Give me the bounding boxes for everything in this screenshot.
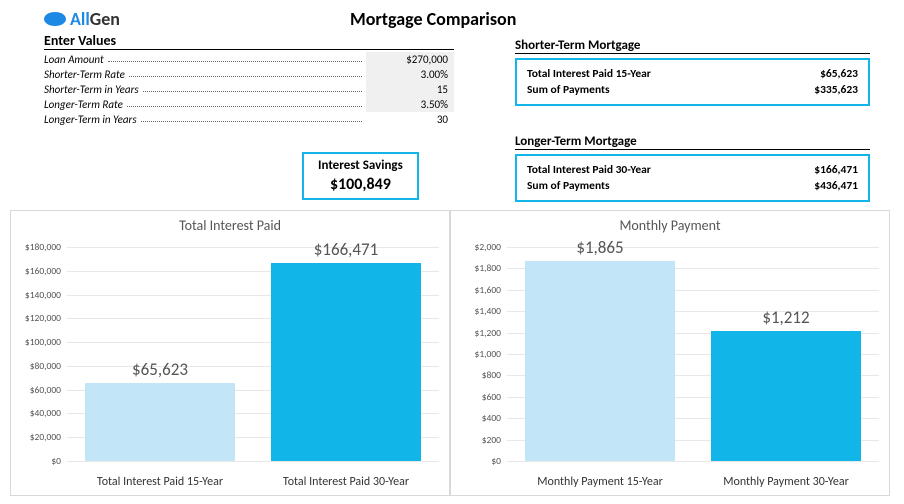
- longer-interest-value: $166,471: [814, 162, 858, 178]
- bar: $166,471: [271, 263, 421, 461]
- shorter-header: Shorter-Term Mortgage: [515, 38, 870, 54]
- dots: [141, 112, 362, 122]
- y-tick-label: $160,000: [11, 265, 61, 277]
- input-row: Loan Amount $270,000: [44, 52, 454, 67]
- enter-values-panel: Enter Values Loan Amount$270,000Shorter-…: [44, 32, 454, 127]
- input-label: Shorter-Term in Years: [44, 82, 139, 97]
- grid-line: [67, 461, 439, 462]
- grid-line: [507, 461, 879, 462]
- y-tick-label: $1,200: [451, 327, 501, 339]
- y-tick-label: $120,000: [11, 312, 61, 324]
- input-value[interactable]: $270,000: [366, 52, 454, 67]
- longer-term-summary: Longer-Term Mortgage Total Interest Paid…: [515, 134, 870, 202]
- y-tick-label: $600: [451, 391, 501, 403]
- y-tick-label: $400: [451, 412, 501, 424]
- interest-savings-box: Interest Savings $100,849: [302, 152, 419, 200]
- bar: $1,212: [711, 331, 861, 461]
- y-tick-label: $0: [451, 455, 501, 467]
- longer-sum-label: Sum of Payments: [527, 178, 610, 194]
- shorter-sum-value: $335,623: [814, 82, 858, 98]
- logo: AllGen: [44, 8, 120, 30]
- plot-area: $0$200$400$600$800$1,000$1,200$1,400$1,6…: [507, 247, 879, 461]
- savings-label: Interest Savings: [318, 158, 403, 173]
- y-tick-label: $1,600: [451, 284, 501, 296]
- longer-interest-label: Total Interest Paid 30-Year: [527, 162, 651, 178]
- input-label: Longer-Term Rate: [44, 97, 123, 112]
- charts-row: Total Interest Paid$0$20,000$40,000$60,0…: [10, 210, 890, 496]
- y-tick-label: $100,000: [11, 336, 61, 348]
- dots: [143, 82, 362, 92]
- bar-value-label: $166,471: [271, 239, 421, 260]
- bar-value-label: $1,212: [711, 307, 861, 328]
- input-value[interactable]: 30: [366, 112, 454, 127]
- dots: [127, 97, 362, 107]
- input-value[interactable]: 3.50%: [366, 97, 454, 112]
- y-tick-label: $20,000: [11, 431, 61, 443]
- shorter-term-summary: Shorter-Term Mortgage Total Interest Pai…: [515, 38, 870, 106]
- enter-values-header: Enter Values: [44, 32, 454, 50]
- logo-text: AllGen: [70, 8, 120, 30]
- input-label: Shorter-Term Rate: [44, 67, 125, 82]
- shorter-sum-label: Sum of Payments: [527, 82, 610, 98]
- bar-value-label: $65,623: [85, 359, 235, 380]
- bar: $1,865: [525, 261, 675, 461]
- cloud-icon: [44, 12, 66, 26]
- dots: [129, 67, 362, 77]
- input-row: Shorter-Term in Years 15: [44, 82, 454, 97]
- input-label: Longer-Term in Years: [44, 112, 137, 127]
- input-value[interactable]: 3.00%: [366, 67, 454, 82]
- y-tick-label: $800: [451, 369, 501, 381]
- chart-title: Monthly Payment: [451, 217, 889, 234]
- shorter-interest-label: Total Interest Paid 15-Year: [527, 66, 651, 82]
- y-tick-label: $40,000: [11, 407, 61, 419]
- x-tick-label: Monthly Payment 15-Year: [505, 475, 695, 489]
- total-interest-chart: Total Interest Paid$0$20,000$40,000$60,0…: [10, 210, 450, 496]
- y-tick-label: $2,000: [451, 241, 501, 253]
- plot-area: $0$20,000$40,000$60,000$80,000$100,000$1…: [67, 247, 439, 461]
- x-tick-label: Monthly Payment 30-Year: [691, 475, 881, 489]
- page-title: Mortgage Comparison: [350, 8, 516, 30]
- monthly-payment-chart: Monthly Payment$0$200$400$600$800$1,000$…: [450, 210, 890, 496]
- x-tick-label: Total Interest Paid 30-Year: [251, 475, 441, 489]
- y-tick-label: $1,400: [451, 305, 501, 317]
- input-value[interactable]: 15: [366, 82, 454, 97]
- y-tick-label: $80,000: [11, 360, 61, 372]
- longer-header: Longer-Term Mortgage: [515, 134, 870, 150]
- y-tick-label: $1,800: [451, 262, 501, 274]
- longer-sum-value: $436,471: [814, 178, 858, 194]
- input-row: Longer-Term in Years 30: [44, 112, 454, 127]
- savings-value: $100,849: [318, 175, 403, 194]
- bar: $65,623: [85, 383, 235, 461]
- x-tick-label: Total Interest Paid 15-Year: [65, 475, 255, 489]
- input-row: Shorter-Term Rate 3.00%: [44, 67, 454, 82]
- bar-value-label: $1,865: [525, 237, 675, 258]
- input-row: Longer-Term Rate 3.50%: [44, 97, 454, 112]
- input-label: Loan Amount: [44, 52, 104, 67]
- y-tick-label: $180,000: [11, 241, 61, 253]
- y-tick-label: $1,000: [451, 348, 501, 360]
- dots: [108, 52, 362, 62]
- y-tick-label: $0: [11, 455, 61, 467]
- y-tick-label: $200: [451, 434, 501, 446]
- y-tick-label: $60,000: [11, 384, 61, 396]
- chart-title: Total Interest Paid: [11, 217, 449, 234]
- y-tick-label: $140,000: [11, 289, 61, 301]
- shorter-interest-value: $65,623: [820, 66, 858, 82]
